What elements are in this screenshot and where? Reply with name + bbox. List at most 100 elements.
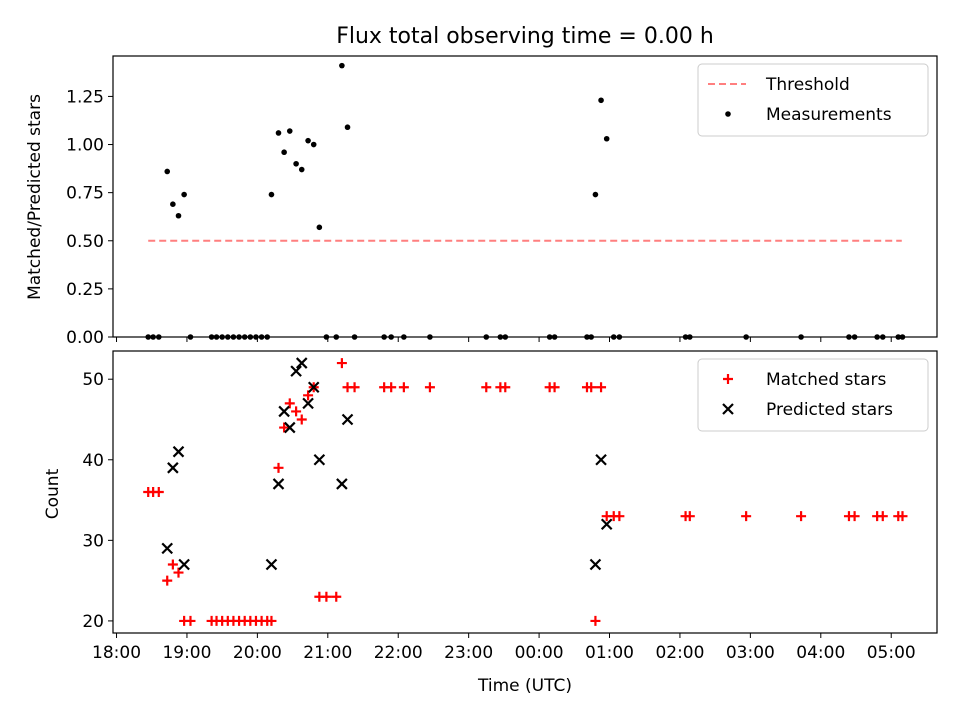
data-point [164, 168, 171, 175]
data-point [303, 390, 314, 401]
x-tick-label: 04:00 [796, 643, 845, 663]
legend: Threshold Measurements [697, 63, 929, 137]
legend-marker [723, 374, 733, 384]
x-tick-label: 21:00 [303, 643, 352, 663]
data-point [849, 511, 860, 522]
data-point [302, 397, 314, 410]
data-point [589, 558, 602, 571]
data-point [310, 141, 317, 148]
data-point [600, 518, 613, 531]
data-point [175, 212, 182, 219]
data-point [339, 62, 345, 69]
data-point [265, 558, 278, 571]
data-point [185, 615, 196, 626]
count-ylabel: Count [43, 468, 63, 519]
data-point [172, 445, 185, 458]
data-point [336, 358, 347, 369]
data-point [614, 511, 625, 522]
y-tick-label: 1.00 [66, 136, 104, 156]
data-point [283, 421, 296, 434]
data-point [500, 382, 511, 393]
data-point [592, 191, 599, 198]
data-point [549, 382, 560, 393]
data-point [598, 97, 604, 104]
x-tick-label: 01:00 [585, 643, 634, 663]
y-tick-label: 1.25 [66, 87, 104, 107]
data-point [286, 128, 293, 134]
data-point [295, 357, 308, 369]
data-point [424, 382, 435, 393]
data-point [161, 542, 174, 555]
data-point [596, 382, 607, 393]
y-tick-label: 50 [82, 370, 104, 390]
series-matched-stars [143, 358, 908, 626]
y-tick-label: 30 [82, 531, 104, 551]
data-point [336, 478, 348, 490]
data-point [173, 567, 184, 578]
ratio-ylabel: Matched/Predicted stars [25, 94, 45, 300]
data-point [170, 201, 176, 207]
data-point [316, 224, 323, 231]
axes-frame [112, 55, 938, 338]
y-tick-label: 0.50 [66, 232, 104, 252]
axes-frame [112, 350, 938, 634]
data-point [386, 382, 397, 393]
x-tick-label: 20:00 [233, 643, 282, 663]
x-tick-label: 18:00 [92, 643, 141, 663]
x-tick-label: 02:00 [655, 643, 704, 663]
data-point [181, 191, 187, 198]
data-point [167, 559, 178, 570]
legend-label: Predicted stars [766, 400, 893, 420]
data-point [741, 511, 752, 522]
y-tick-label: 0.25 [66, 280, 104, 300]
chart-title: Flux total observing time = 0.00 h [336, 24, 714, 49]
data-point [298, 166, 305, 173]
data-point [603, 135, 610, 142]
y-tick-label: 0.00 [66, 328, 104, 348]
ratio-panel: Matched/Predicted stars 0.00 0.25 0.50 0.75… [25, 55, 938, 348]
data-point [307, 381, 320, 394]
data-point [341, 413, 354, 426]
data-point [275, 130, 282, 136]
count-panel: Count 20 30 40 50 18:00 19:00 20:00 21:00 22:00 2… [43, 350, 938, 663]
x-tick-label: 23:00 [444, 643, 493, 663]
x-axis-label: Time (UTC) [477, 676, 572, 696]
data-point [796, 511, 807, 522]
data-point [313, 453, 326, 466]
data-point [167, 462, 179, 474]
data-point [153, 487, 164, 497]
data-point [281, 149, 287, 156]
data-point [481, 382, 492, 393]
y-tick-label: 40 [82, 451, 104, 471]
data-point [321, 591, 332, 602]
data-point [266, 615, 277, 626]
x-tick-label: 19:00 [162, 643, 211, 663]
legend-label: Matched stars [766, 370, 886, 390]
legend-marker [722, 403, 734, 415]
legend-label: Measurements [766, 105, 892, 125]
data-point [897, 511, 908, 522]
data-point [272, 478, 285, 490]
data-point [305, 137, 311, 144]
data-point [278, 405, 290, 418]
data-point [178, 558, 190, 571]
legend-box [697, 63, 929, 137]
legend-marker [725, 111, 731, 117]
series-predicted-stars [161, 357, 613, 571]
legend-box [697, 358, 929, 432]
data-point [296, 414, 307, 425]
data-point [273, 462, 284, 473]
data-point [293, 160, 299, 167]
x-tick-label: 05:00 [867, 643, 916, 663]
data-point [279, 422, 290, 433]
y-tick-label: 0.75 [66, 184, 104, 204]
data-point [284, 398, 295, 409]
data-point [291, 406, 302, 417]
data-point [290, 365, 302, 377]
data-point [877, 511, 888, 522]
x-tick-label: 22:00 [374, 643, 423, 663]
series-measurements [145, 62, 906, 340]
data-point [349, 382, 360, 393]
data-point [595, 453, 607, 466]
